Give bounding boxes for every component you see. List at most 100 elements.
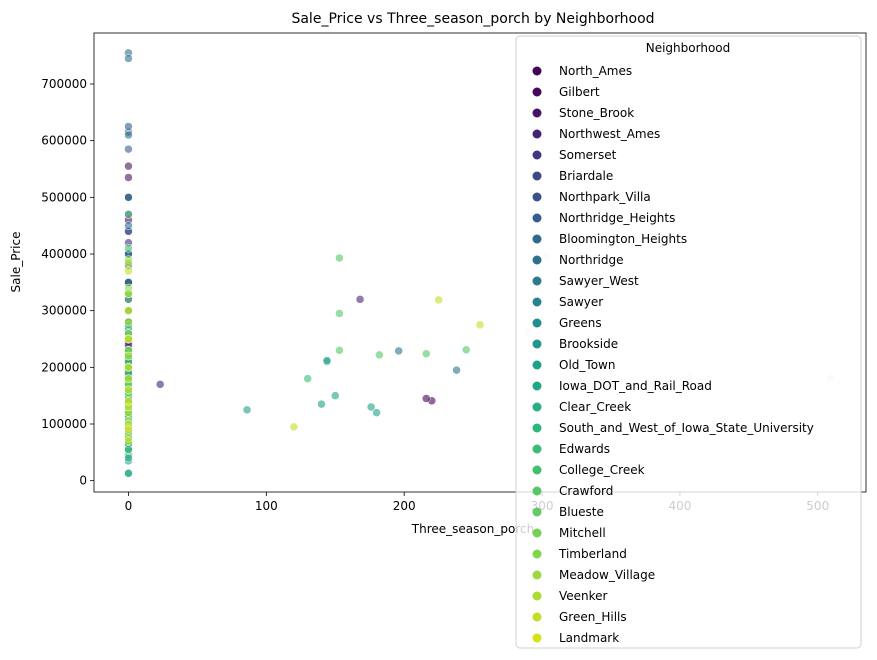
x-axis-label: Three_season_porch: [411, 522, 534, 536]
legend-box: [515, 35, 862, 649]
y-tick-label: 200000: [41, 360, 87, 374]
data-point: [124, 130, 133, 140]
y-tick-label: 100000: [41, 417, 87, 431]
data-point: [124, 385, 133, 395]
legend-label: College_Creek: [559, 463, 645, 477]
y-tick-label: 400000: [41, 247, 87, 261]
data-point: [124, 469, 133, 478]
data-point: [124, 363, 133, 372]
data-point: [124, 266, 133, 276]
x-tick-label: 100: [255, 499, 278, 513]
legend-label: Northridge: [559, 253, 623, 267]
data-point: [303, 374, 312, 383]
data-point: [317, 399, 326, 409]
legend-label: Bloomington_Heights: [559, 232, 687, 246]
legend-marker: [532, 171, 542, 181]
legend-label: Greens: [559, 316, 602, 330]
data-point: [155, 380, 165, 389]
legend-marker: [532, 465, 542, 475]
data-point: [124, 258, 133, 267]
legend-label: Stone_Brook: [559, 106, 634, 120]
data-point: [124, 436, 133, 446]
x-tick-label: 0: [125, 499, 133, 513]
plot-area-frame: [93, 32, 867, 493]
legend-label: Gilbert: [559, 85, 600, 99]
legend-label: Old_Town: [559, 358, 615, 372]
legend-marker: [532, 255, 542, 265]
legend-label: Northpark_Villa: [559, 190, 651, 204]
data-point: [124, 445, 133, 454]
legend-label: Sawyer: [559, 295, 603, 309]
data-point: [289, 422, 299, 432]
data-point: [124, 144, 133, 154]
legend-marker: [532, 87, 542, 97]
data-point: [124, 193, 133, 202]
data-point: [124, 397, 133, 406]
y-axis: 0 100000 200000 300000 400000 500000 600000 700…: [41, 77, 94, 488]
data-point: [331, 391, 340, 400]
legend-label: Green_Hills: [559, 610, 627, 624]
data-point: [335, 253, 344, 263]
legend-label: Meadow_Village: [559, 568, 655, 582]
y-tick-label: 300000: [41, 304, 87, 318]
legend-label: Briardale: [559, 169, 613, 183]
data-point: [452, 365, 461, 375]
data-point: [124, 161, 133, 171]
data-point: [461, 345, 471, 355]
legend-marker: [532, 402, 542, 412]
legend-title: Neighborhood: [646, 41, 731, 55]
data-point: [421, 394, 431, 403]
data-point: [475, 320, 485, 330]
y-tick-label: 500000: [41, 190, 87, 204]
legend-label: Iowa_DOT_and_Rail_Road: [559, 379, 712, 393]
data-point: [124, 221, 133, 230]
legend-marker: [532, 570, 542, 580]
points-layer: [124, 48, 485, 478]
legend-marker: [532, 381, 542, 391]
data-point: [124, 210, 133, 219]
legend-label: North_Ames: [559, 64, 632, 78]
y-tick-label: 700000: [41, 77, 87, 91]
legend-label: Northridge_Heights: [559, 211, 675, 225]
data-point: [124, 289, 133, 298]
legend-marker: [532, 150, 542, 160]
x-tick-label: 200: [393, 499, 416, 513]
data-point: [335, 309, 344, 318]
legend-marker: [532, 360, 542, 370]
legend: Neighborhood North_Ames Gilbert Stone_Broo…: [515, 35, 862, 649]
data-point: [322, 356, 332, 365]
data-point: [394, 346, 403, 356]
data-point: [124, 374, 133, 383]
legend-marker: [532, 528, 542, 538]
data-point: [124, 425, 133, 434]
y-tick-label: 0: [79, 474, 87, 488]
legend-label: Edwards: [559, 442, 610, 456]
data-point: [372, 408, 381, 417]
data-point: [124, 122, 133, 131]
legend-marker: [532, 108, 542, 118]
legend-marker: [532, 633, 542, 643]
data-point: [375, 350, 384, 360]
legend-marker: [532, 612, 542, 622]
legend-label: Northwest_Ames: [559, 127, 660, 141]
legend-label: Crawford: [559, 484, 613, 498]
legend-marker: [532, 66, 542, 76]
data-point: [124, 317, 133, 327]
legend-label: Clear_Creek: [559, 400, 631, 414]
data-point: [242, 405, 252, 415]
legend-marker: [532, 423, 542, 433]
data-point: [124, 306, 133, 315]
legend-label: Sawyer_West: [559, 274, 639, 288]
legend-marker: [532, 444, 542, 454]
data-point: [124, 54, 133, 63]
legend-marker: [532, 192, 542, 202]
legend-marker: [532, 213, 542, 223]
data-point: [366, 402, 376, 412]
legend-marker: [532, 486, 542, 496]
data-point: [124, 351, 133, 361]
legend-marker: [532, 339, 542, 349]
legend-marker: [532, 549, 542, 559]
data-point: [434, 295, 443, 305]
legend-marker: [532, 507, 542, 517]
